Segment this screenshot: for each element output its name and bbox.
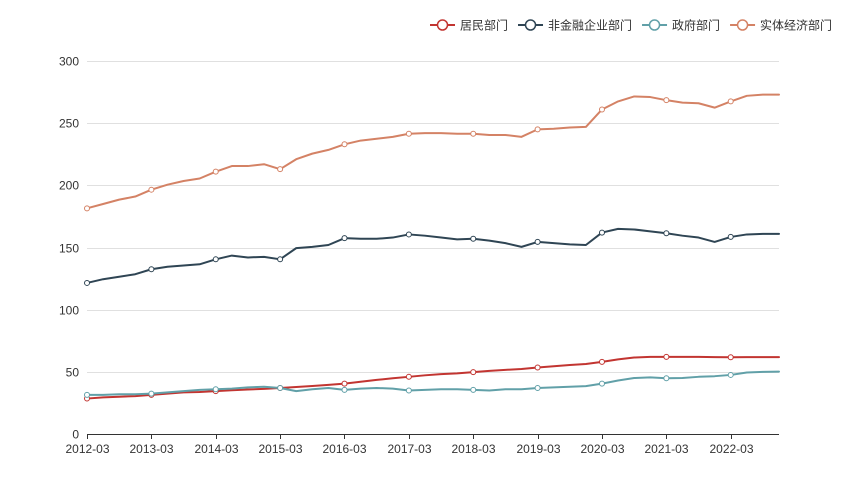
data-point[interactable] bbox=[212, 386, 219, 393]
data-point[interactable] bbox=[727, 98, 734, 105]
data-point[interactable] bbox=[598, 229, 605, 236]
x-tick-label: 2016-03 bbox=[322, 442, 366, 456]
legend-item[interactable]: 居民部门 bbox=[430, 18, 508, 33]
data-point[interactable] bbox=[663, 353, 670, 360]
data-point[interactable] bbox=[534, 126, 541, 133]
legend-item[interactable]: 实体经济部门 bbox=[730, 18, 832, 33]
data-point[interactable] bbox=[470, 369, 477, 376]
x-tick-label: 2017-03 bbox=[387, 442, 431, 456]
data-point[interactable] bbox=[148, 266, 155, 273]
x-tick-label: 2021-03 bbox=[644, 442, 688, 456]
data-point[interactable] bbox=[277, 166, 284, 173]
data-point[interactable] bbox=[470, 235, 477, 242]
data-point[interactable] bbox=[341, 386, 348, 393]
legend-label: 居民部门 bbox=[460, 18, 508, 33]
y-tick-label: 250 bbox=[59, 117, 79, 131]
series-layer bbox=[84, 93, 780, 402]
legend-label: 非金融企业部门 bbox=[548, 18, 632, 33]
data-point[interactable] bbox=[148, 186, 155, 193]
y-tick-label: 50 bbox=[66, 366, 80, 380]
x-tick-label: 2022-03 bbox=[709, 442, 753, 456]
data-point[interactable] bbox=[598, 380, 605, 387]
series-3 bbox=[84, 93, 780, 212]
data-point[interactable] bbox=[727, 233, 734, 240]
x-tick-label: 2014-03 bbox=[194, 442, 238, 456]
legend-item[interactable]: 非金融企业部门 bbox=[518, 18, 632, 33]
data-point[interactable] bbox=[470, 386, 477, 393]
y-tick-label: 300 bbox=[59, 55, 79, 69]
data-point[interactable] bbox=[663, 375, 670, 382]
data-point[interactable] bbox=[727, 354, 734, 361]
legend[interactable]: 居民部门 非金融企业部门 政府部门 实体经济部门 bbox=[430, 18, 832, 33]
x-tick-label: 2012-03 bbox=[65, 442, 109, 456]
series-line[interactable] bbox=[86, 227, 780, 284]
data-point[interactable] bbox=[148, 390, 155, 397]
data-point[interactable] bbox=[663, 230, 670, 237]
data-point[interactable] bbox=[212, 256, 219, 263]
x-tick-label: 2020-03 bbox=[580, 442, 624, 456]
x-tick-label: 2018-03 bbox=[451, 442, 495, 456]
data-point[interactable] bbox=[405, 373, 412, 380]
data-point[interactable] bbox=[405, 130, 412, 137]
legend-circle-icon bbox=[524, 19, 537, 31]
data-point[interactable] bbox=[598, 358, 605, 365]
data-point[interactable] bbox=[277, 256, 284, 263]
y-tick-label: 100 bbox=[59, 304, 79, 318]
legend-label: 实体经济部门 bbox=[760, 18, 832, 33]
series-line[interactable] bbox=[86, 93, 780, 210]
y-tick-label: 0 bbox=[72, 428, 79, 442]
data-point[interactable] bbox=[341, 141, 348, 148]
data-point[interactable] bbox=[663, 97, 670, 104]
x-tick-label: 2019-03 bbox=[516, 442, 560, 456]
data-point[interactable] bbox=[470, 130, 477, 137]
data-point[interactable] bbox=[341, 235, 348, 242]
legend-circle-icon bbox=[436, 19, 449, 31]
data-point[interactable] bbox=[277, 385, 284, 391]
data-point[interactable] bbox=[727, 371, 734, 378]
data-point[interactable] bbox=[341, 380, 348, 387]
axis-layer: 0 50 100 150 200 250 300 2012-03 2013-03 2014-03 2… bbox=[59, 55, 779, 456]
series-2 bbox=[84, 370, 780, 398]
x-tick-label: 2015-03 bbox=[258, 442, 302, 456]
y-tick-label: 150 bbox=[59, 242, 79, 256]
y-tick-label: 200 bbox=[59, 179, 79, 193]
data-point[interactable] bbox=[405, 387, 412, 394]
legend-circle-icon bbox=[648, 19, 661, 31]
data-point[interactable] bbox=[534, 238, 541, 245]
data-point[interactable] bbox=[84, 279, 90, 286]
data-point[interactable] bbox=[84, 391, 90, 398]
data-point[interactable] bbox=[212, 168, 219, 175]
data-point[interactable] bbox=[598, 106, 605, 113]
data-point[interactable] bbox=[534, 364, 541, 371]
grid-layer bbox=[87, 61, 779, 373]
data-point[interactable] bbox=[405, 231, 412, 238]
legend-circle-icon bbox=[736, 19, 749, 31]
legend-item[interactable]: 政府部门 bbox=[642, 18, 720, 33]
legend-label: 政府部门 bbox=[672, 18, 720, 33]
series-1 bbox=[84, 227, 780, 286]
data-point[interactable] bbox=[84, 205, 90, 212]
x-tick-label: 2013-03 bbox=[129, 442, 173, 456]
data-point[interactable] bbox=[534, 385, 541, 391]
